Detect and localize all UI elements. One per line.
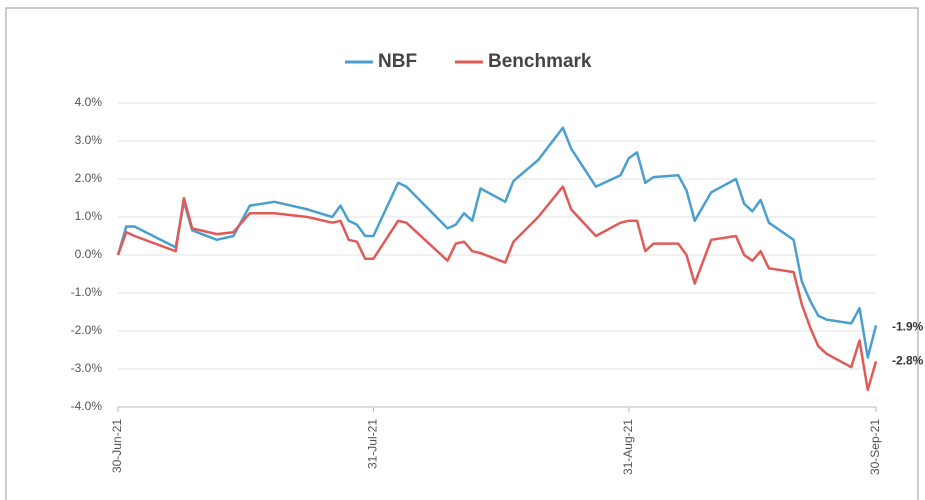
y-tick-label: 1.0% [75,209,103,223]
y-tick-label: 4.0% [75,95,103,109]
x-tick-label: 31-Jul-21 [366,419,380,469]
y-tick-label: 3.0% [75,133,103,147]
x-tick-label: 30-Jun-21 [110,419,124,473]
end-label: -1.9% [892,319,924,333]
y-tick-label: -2.0% [71,323,103,337]
frame [5,7,919,500]
legend-label: NBF [378,51,417,72]
legend-label: Benchmark [488,51,592,72]
end-label: -2.8% [892,354,924,368]
series-line [116,126,878,359]
x-tick-label: 30-Sep-21 [868,419,882,475]
y-tick-label: -4.0% [71,399,103,413]
y-tick-label: -3.0% [71,361,103,375]
x-tick-label: 31-Aug-21 [621,419,635,475]
y-tick-label: 2.0% [75,171,103,185]
y-tick-label: 0.0% [75,247,103,261]
series-line [116,185,878,392]
y-tick-label: -1.0% [71,285,103,299]
